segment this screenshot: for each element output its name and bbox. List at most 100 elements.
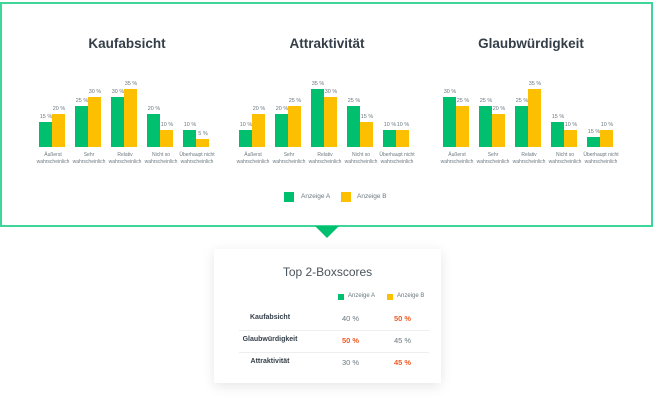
plot-area: 30 % 25 % 25 % 20 % 25 % 35 % 15 % 10 % 15 % 10 % [431,60,631,147]
category-label: Überhaupt nicht wahrscheinlich [179,152,215,165]
category-label: Relativ wahrscheinlich [512,152,546,165]
category-label: Relativ wahrscheinlich [108,152,142,165]
card-title: Top 2-Boxscores [282,265,373,279]
bar-group: 10 % 20 % [239,60,267,147]
top2-boxscores-card: Top 2-Boxscores Anzeige A Anzeige B Kauf… [214,249,441,383]
category-label: Überhaupt nicht wahrscheinlich [379,152,415,165]
bar-group: 25 % 35 % [515,60,543,147]
bar-anzeige-b [88,97,101,147]
bar-value-label: 10 % [183,122,197,128]
bar-group: 30 % 25 % [443,60,471,147]
bar-value-label: 25 % [288,98,302,104]
category-label: Nicht so wahrscheinlich [548,152,582,165]
bar-group: 30 % 35 % [111,60,139,147]
bar-anzeige-b [160,130,173,147]
bar-value-label: 30 % [443,89,457,95]
category-label: Überhaupt nicht wahrscheinlich [583,152,619,165]
bar-chart: Kaufabsicht Äußerst wahrscheinlich Sehr wahr… [27,0,227,175]
bar-anzeige-a [443,97,456,147]
bar-value-label: 10 % [239,122,253,128]
bar-anzeige-a [479,106,492,147]
bar-value-label: 30 % [111,89,125,95]
bar-value-label: 10 % [396,122,410,128]
bar-value-label: 30 % [88,89,102,95]
category-label: Relativ wahrscheinlich [308,152,342,165]
plot-area: 15 % 20 % 25 % 30 % 30 % 35 % 20 % 10 % 10 % 5 % [27,60,227,147]
legend-swatch-b [341,192,351,202]
bar-value-label: 15 % [39,114,53,120]
bar-anzeige-b [600,130,613,147]
bar-value-label: 25 % [479,98,493,104]
bar-anzeige-a [383,130,396,147]
legend-label-b: Anzeige B [357,193,387,200]
bar-group: 25 % 30 % [75,60,103,147]
category-label: Sehr wahrscheinlich [272,152,306,165]
bar-anzeige-b [528,89,541,147]
legend-swatch-a [284,192,294,202]
category-label: Sehr wahrscheinlich [476,152,510,165]
bar-anzeige-b [564,130,577,147]
row-label: Kaufabsicht [249,314,291,321]
bar-value-label: 25 % [75,98,89,104]
bar-value-label: 25 % [456,98,470,104]
plot-area: 10 % 20 % 20 % 25 % 35 % 30 % 25 % 15 % 10 % 10 % [227,60,427,147]
bar-anzeige-a [275,114,288,147]
category-label: Äußerst wahrscheinlich [36,152,70,165]
bar-chart: Attraktivität Äußerst wahrscheinlich Sehr wa… [227,0,427,175]
table-row: Attraktivität 30 % 45 % [239,352,429,374]
bar-group: 35 % 30 % [311,60,339,147]
row-label: Attraktivität [250,358,290,365]
bar-value-label: 35 % [311,81,325,87]
bar-anzeige-b [456,106,469,147]
bar-value-label: 5 % [198,131,208,137]
bar-group: 15 % 10 % [587,60,615,147]
bar-group: 15 % 20 % [39,60,67,147]
bar-anzeige-b [124,89,137,147]
table-row: Kaufabsicht 40 % 50 % [239,308,429,331]
bar-anzeige-a [551,122,564,147]
bar-group: 20 % 25 % [275,60,303,147]
bar-value-label: 30 % [324,89,338,95]
bar-anzeige-b [324,97,337,147]
bar-value-label: 35 % [528,81,542,87]
bar-group: 25 % 20 % [479,60,507,147]
bar-group: 15 % 10 % [551,60,579,147]
bar-anzeige-b [360,122,373,147]
value-anzeige-a: 30 % [342,358,360,367]
bar-value-label: 10 % [564,122,578,128]
bar-value-label: 15 % [360,114,374,120]
chart-title: Kaufabsicht [88,36,166,51]
bar-anzeige-a [311,89,324,147]
bar-anzeige-b [288,106,301,147]
legend-label-a: Anzeige A [348,293,376,299]
bar-anzeige-a [347,106,360,147]
bar-value-label: 20 % [147,106,161,112]
bar-group: 10 % 5 % [183,60,211,147]
category-label: Nicht so wahrscheinlich [344,152,378,165]
legend-label-a: Anzeige A [301,193,331,200]
bar-value-label: 20 % [492,106,506,112]
value-anzeige-a: 50 % [342,336,360,345]
bar-chart: Glaubwürdigkeit Äußerst wahrscheinlich Sehr… [431,0,631,175]
category-label: Sehr wahrscheinlich [72,152,106,165]
value-anzeige-a: 40 % [342,314,360,323]
bar-value-label: 25 % [515,98,529,104]
bar-value-label: 35 % [124,81,138,87]
category-label: Äußerst wahrscheinlich [440,152,474,165]
bar-anzeige-a [515,106,528,147]
bar-anzeige-a [587,137,600,147]
legend-label-b: Anzeige B [397,293,425,299]
bar-anzeige-a [111,97,124,147]
bar-anzeige-b [196,139,209,147]
bar-anzeige-b [396,130,409,147]
category-label: Äußerst wahrscheinlich [236,152,270,165]
bar-anzeige-b [252,114,265,147]
chart-title: Glaubwürdigkeit [478,36,584,51]
bar-group: 25 % 15 % [347,60,375,147]
bar-anzeige-a [39,122,52,147]
bar-value-label: 20 % [252,106,266,112]
bar-value-label: 20 % [275,106,289,112]
bar-value-label: 15 % [587,129,601,135]
bar-anzeige-b [492,114,505,147]
category-label: Nicht so wahrscheinlich [144,152,178,165]
